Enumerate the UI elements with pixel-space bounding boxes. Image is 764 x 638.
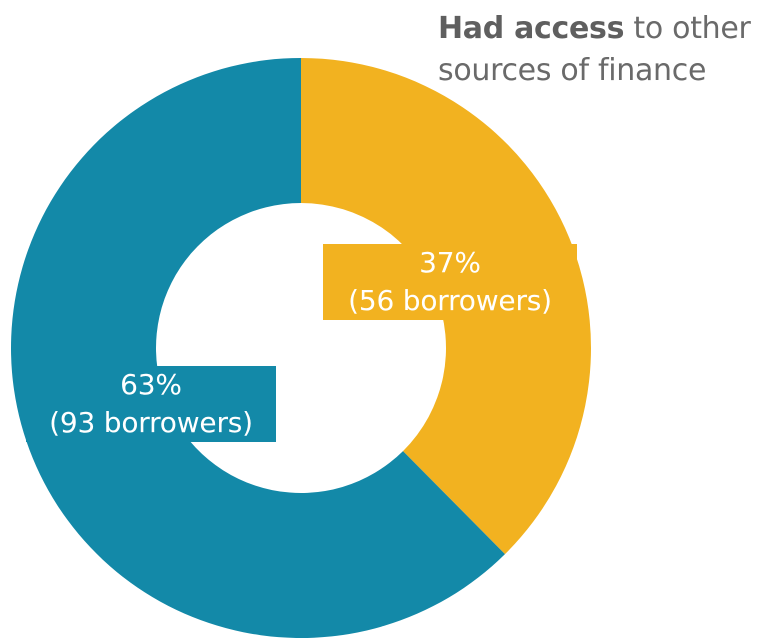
slice-label-no-access: 63% (93 borrowers) [26,366,276,442]
legend-note: Had access to other sources of finance [438,8,758,92]
had-access-count: (56 borrowers) [348,284,552,317]
no-access-count: (93 borrowers) [49,406,253,439]
no-access-percent: 63% [120,368,182,401]
donut-slice-no-access [11,58,505,638]
legend-note-strong: Had access [438,11,625,46]
legend-note-rest: to other sources of finance [438,11,751,88]
slice-label-had-access: 37% (56 borrowers) [323,244,577,320]
had-access-percent: 37% [419,246,481,279]
